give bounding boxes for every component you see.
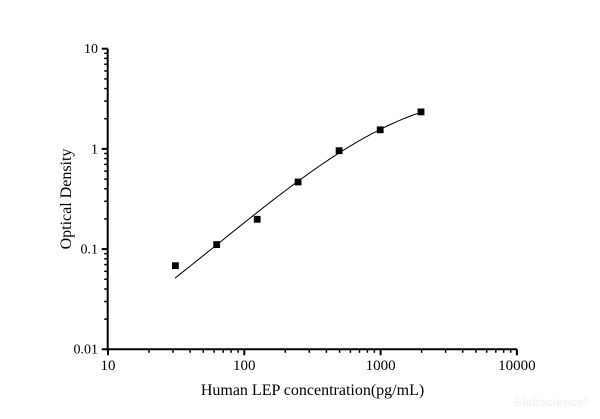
svg-text:0.01: 0.01: [74, 343, 99, 358]
svg-text:10: 10: [101, 358, 116, 374]
svg-text:1000: 1000: [366, 358, 396, 374]
svg-text:Elabscience®: Elabscience®: [514, 395, 589, 409]
svg-text:10: 10: [84, 42, 98, 57]
svg-text:1: 1: [91, 142, 98, 157]
svg-text:0.1: 0.1: [81, 243, 99, 258]
svg-text:Optical Density: Optical Density: [58, 149, 75, 250]
svg-text:100: 100: [233, 358, 256, 374]
svg-text:Human LEP concentration(pg/mL): Human LEP concentration(pg/mL): [201, 382, 424, 399]
svg-text:10000: 10000: [498, 358, 536, 374]
